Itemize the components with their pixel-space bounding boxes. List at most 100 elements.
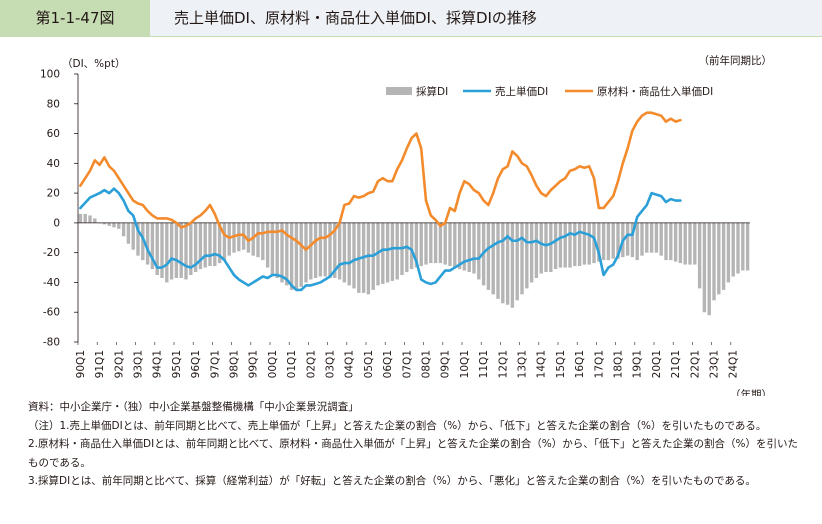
bar-saisan-24Q4: [745, 222, 750, 271]
bar-saisan-17Q1: [597, 222, 601, 262]
bar-saisan-23Q2: [717, 222, 721, 295]
bar-saisan-08Q4: [438, 222, 443, 264]
x-tick-label: 07Q1: [401, 350, 413, 378]
line-genzairyo-shiire-tanka-di: [79, 111, 682, 251]
x-tick-label: 92Q1: [113, 350, 125, 378]
bar-saisan-02Q1: [309, 222, 313, 280]
bar-saisan-22Q2: [697, 222, 702, 289]
bar-saisan-02Q4: [323, 222, 327, 277]
y-tick-label: -60: [43, 307, 60, 319]
bar-saisan-19Q2: [640, 222, 644, 256]
figure-number: 第1-1-47図: [35, 9, 115, 27]
bar-saisan-19Q1: [635, 222, 639, 261]
y-tick-label: 100: [40, 69, 60, 81]
bar-saisan-21Q1: [673, 222, 678, 262]
bar-saisan-10Q1: [462, 222, 467, 271]
header-divider: [0, 36, 822, 37]
bar-saisan-09Q4: [457, 222, 462, 270]
bar-saisan-03Q1: [328, 222, 332, 278]
bar-saisan-13Q3: [529, 222, 534, 283]
bar-saisan-12Q2: [505, 222, 510, 305]
bar-saisan-09Q1: [443, 222, 447, 265]
bar-saisan-93Q4: [150, 222, 155, 270]
bar-saisan-23Q4: [726, 222, 731, 283]
x-tick-label: 17Q1: [593, 350, 605, 378]
bar-saisan-01Q4: [304, 222, 308, 283]
bar-saisan-96Q4: [208, 222, 212, 267]
legend-saisan-swatch: [386, 87, 412, 95]
bar-saisan-92Q1: [117, 222, 121, 229]
x-tick-label: 94Q1: [152, 350, 164, 378]
bar-saisan-12Q4: [515, 222, 519, 301]
bar-saisan-17Q2: [601, 222, 606, 261]
x-tick-label: 05Q1: [363, 350, 375, 378]
bar-saisan-16Q3: [587, 222, 591, 265]
legend-saisan-label: 採算DI: [416, 85, 448, 98]
bar-saisan-00Q2: [275, 222, 279, 278]
bar-saisan-95Q1: [174, 222, 179, 278]
bar-saisan-98Q2: [237, 222, 241, 252]
x-tick-label: 13Q1: [517, 350, 529, 378]
bar-saisan-14Q4: [553, 222, 558, 270]
note-3: 3.採算DIとは、前年同期と比べて、採算（経常利益）が「好転」と答えた企業の割合…: [28, 475, 756, 487]
bar-saisan-00Q4: [285, 222, 289, 286]
figure-title-bar: 売上単価DI、原材料・商品仕入単価DI、採算DIの推移: [150, 0, 822, 36]
bar-saisan-95Q4: [189, 222, 193, 275]
bar-saisan-95Q2: [179, 222, 183, 278]
x-axis-label: （年期）: [730, 388, 772, 396]
x-tick-label: 14Q1: [536, 350, 548, 378]
bar-saisan-01Q2: [294, 222, 299, 289]
bar-saisan-90Q4: [93, 218, 97, 223]
bar-saisan-94Q1: [155, 222, 159, 275]
bar-saisan-90Q2: [83, 213, 87, 223]
bar-saisan-10Q3: [472, 222, 476, 274]
x-tick-label: 90Q1: [75, 350, 87, 378]
x-tick-label: 06Q1: [382, 350, 394, 378]
bar-saisan-93Q1: [136, 222, 140, 256]
bar-saisan-99Q3: [261, 222, 265, 261]
x-tick-label: 19Q1: [632, 350, 644, 378]
bar-saisan-06Q1: [385, 222, 390, 283]
x-tick-label: 24Q1: [728, 350, 740, 378]
legend-genzairyo-label: 原材料・商品仕入単価DI: [597, 85, 713, 98]
bar-saisan-98Q1: [232, 222, 236, 253]
bar-saisan-06Q3: [395, 222, 399, 280]
bar-saisan-10Q4: [477, 222, 481, 280]
y-tick-label: -40: [43, 277, 60, 289]
bar-saisan-23Q3: [721, 222, 726, 290]
bar-saisan-94Q4: [169, 222, 174, 280]
x-tick-label: 23Q1: [709, 350, 721, 378]
bar-saisan-16Q1: [577, 222, 582, 267]
right-axis-note: （前年同期比）: [699, 54, 773, 67]
x-tick-label: 96Q1: [190, 350, 202, 378]
x-tick-label: 22Q1: [689, 350, 701, 378]
bar-saisan-07Q2: [409, 222, 414, 270]
chart-area: （DI、%pt） （前年同期比） （年期） 100 80 60 40 20 0 -20 -40…: [40, 54, 773, 396]
y-axis-label: （DI、%pt）: [62, 58, 125, 70]
bar-saisan-08Q2: [429, 222, 433, 264]
x-tick-label: 18Q1: [613, 350, 625, 378]
x-tick-label: 93Q1: [133, 350, 145, 378]
bar-saisan-05Q4: [381, 222, 385, 284]
bar-saisan-18Q1: [616, 222, 620, 259]
bar-saisan-07Q3: [414, 222, 419, 268]
bar-saisan-11Q4: [496, 222, 500, 299]
x-tick-label: 98Q1: [229, 350, 241, 378]
bar-saisan-17Q3: [606, 222, 611, 261]
bar-saisan-91Q3: [107, 222, 111, 226]
bar-saisan-96Q1: [193, 222, 198, 273]
bar-saisan-17Q4: [611, 222, 615, 259]
y-tick-label: 0: [53, 217, 60, 229]
note-1: （注）1.売上単価DIとは、前年同期と比べて、売上単価が「上昇」と答えた企業の割…: [28, 419, 767, 432]
x-tick-label: 99Q1: [248, 350, 260, 378]
bar-saisan-94Q2: [160, 222, 164, 278]
bar-saisan-07Q4: [419, 222, 423, 267]
x-tick-label: 97Q1: [209, 350, 221, 378]
bar-saisan-94Q3: [165, 222, 169, 283]
bar-saisan-18Q4: [630, 222, 635, 258]
bar-saisan-11Q3: [491, 222, 495, 295]
bar-saisan-21Q4: [688, 222, 692, 265]
bar-saisan-96Q3: [203, 222, 207, 268]
bar-saisan-20Q2: [659, 222, 663, 256]
bar-saisan-91Q4: [112, 222, 116, 228]
